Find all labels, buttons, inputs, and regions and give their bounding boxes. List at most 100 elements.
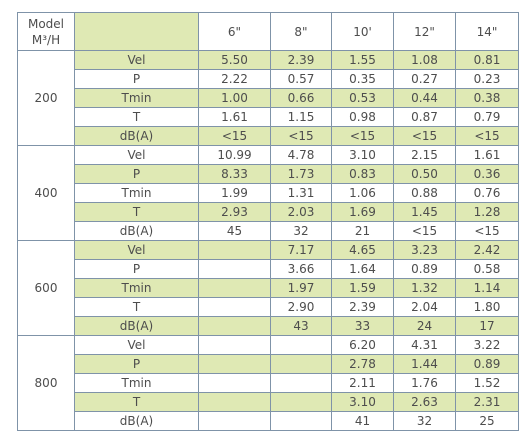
row-label: P bbox=[74, 69, 199, 89]
column-header: 6" bbox=[198, 12, 271, 51]
value-cell: 0.38 bbox=[455, 88, 519, 108]
value-cell: 33 bbox=[331, 316, 394, 336]
value-cell: 0.79 bbox=[455, 107, 519, 127]
data-row: dB(A) <15 <15 <15 <15 <15 bbox=[18, 126, 519, 146]
data-row: T 1.61 1.15 0.98 0.87 0.79 bbox=[18, 107, 519, 127]
data-row: Tmin 1.00 0.66 0.53 0.44 0.38 bbox=[18, 88, 519, 108]
row-label: Vel bbox=[74, 240, 199, 260]
data-row: 200 Vel 5.50 2.39 1.55 1.08 0.81 bbox=[17, 50, 519, 146]
value-cell: 2.42 bbox=[455, 240, 519, 260]
row-label: T bbox=[74, 202, 199, 222]
value-cell: 1.80 bbox=[455, 297, 519, 317]
data-row: T 2.90 2.39 2.04 1.80 bbox=[18, 297, 519, 317]
row-label: dB(A) bbox=[74, 126, 199, 146]
empty-cell bbox=[198, 278, 271, 298]
value-cell: 32 bbox=[393, 411, 456, 431]
value-cell: 1.32 bbox=[393, 278, 456, 298]
row-label: dB(A) bbox=[74, 411, 199, 431]
value-cell: 2.11 bbox=[331, 373, 394, 393]
value-cell: 2.15 bbox=[393, 145, 456, 165]
value-cell: 0.89 bbox=[393, 259, 456, 279]
value-cell: <15 bbox=[393, 221, 456, 241]
data-row: dB(A) 41 32 25 bbox=[18, 411, 519, 431]
value-cell: 0.81 bbox=[455, 50, 519, 70]
value-cell: 0.27 bbox=[393, 69, 456, 89]
row-label: Tmin bbox=[74, 373, 199, 393]
column-header: 12" bbox=[393, 12, 456, 51]
value-cell: 0.57 bbox=[270, 69, 332, 89]
value-cell: 3.66 bbox=[270, 259, 332, 279]
value-cell: 3.23 bbox=[393, 240, 456, 260]
value-cell: 41 bbox=[331, 411, 394, 431]
table-body: Model M³/H 6" 8" 10' 12" 14" 200 Vel 5.50 2.39 1… bbox=[17, 12, 519, 431]
value-cell: <15 bbox=[455, 126, 519, 146]
model-cell: 400 bbox=[17, 145, 75, 241]
data-row: Tmin 1.97 1.59 1.32 1.14 bbox=[18, 278, 519, 298]
empty-cell bbox=[198, 240, 271, 260]
value-cell: 2.39 bbox=[270, 50, 332, 70]
empty-cell bbox=[198, 354, 271, 374]
value-cell: 2.22 bbox=[198, 69, 271, 89]
data-row: T 2.93 2.03 1.69 1.45 1.28 bbox=[18, 202, 519, 222]
empty-cell bbox=[270, 411, 332, 431]
value-cell: 1.14 bbox=[455, 278, 519, 298]
value-cell: 8.33 bbox=[198, 164, 271, 184]
value-cell: 1.59 bbox=[331, 278, 394, 298]
data-row: 400 Vel 10.99 4.78 3.10 2.15 1.61 bbox=[17, 145, 519, 241]
row-label: Vel bbox=[74, 50, 199, 70]
value-cell: 1.28 bbox=[455, 202, 519, 222]
value-cell: 3.22 bbox=[455, 335, 519, 355]
value-cell: 0.58 bbox=[455, 259, 519, 279]
row-label: dB(A) bbox=[74, 316, 199, 336]
label-header bbox=[74, 12, 199, 51]
value-cell: 0.50 bbox=[393, 164, 456, 184]
value-cell: 1.73 bbox=[270, 164, 332, 184]
value-cell: 1.00 bbox=[198, 88, 271, 108]
value-cell: 0.87 bbox=[393, 107, 456, 127]
value-cell: 0.53 bbox=[331, 88, 394, 108]
row-label: Vel bbox=[74, 145, 199, 165]
row-label: Tmin bbox=[74, 183, 199, 203]
data-row: P 3.66 1.64 0.89 0.58 bbox=[18, 259, 519, 279]
row-label: Vel bbox=[74, 335, 199, 355]
value-cell: <15 bbox=[455, 221, 519, 241]
value-cell: 21 bbox=[331, 221, 394, 241]
value-cell: 24 bbox=[393, 316, 456, 336]
column-header: 10' bbox=[331, 12, 394, 51]
row-label: T bbox=[74, 107, 199, 127]
value-cell: 0.83 bbox=[331, 164, 394, 184]
model-header: Model M³/H bbox=[17, 12, 75, 51]
empty-cell bbox=[270, 373, 332, 393]
row-label: Tmin bbox=[74, 278, 199, 298]
value-cell: 1.64 bbox=[331, 259, 394, 279]
value-cell: 0.66 bbox=[270, 88, 332, 108]
value-cell: 1.45 bbox=[393, 202, 456, 222]
row-label: P bbox=[74, 354, 199, 374]
value-cell: 2.03 bbox=[270, 202, 332, 222]
data-row: Tmin 1.99 1.31 1.06 0.88 0.76 bbox=[18, 183, 519, 203]
value-cell: <15 bbox=[198, 126, 271, 146]
model-label: Model bbox=[27, 16, 65, 31]
value-cell: 1.15 bbox=[270, 107, 332, 127]
value-cell: 25 bbox=[455, 411, 519, 431]
value-cell: 2.93 bbox=[198, 202, 271, 222]
value-cell: 2.31 bbox=[455, 392, 519, 412]
data-row: 800 Vel 6.20 4.31 3.22 bbox=[17, 335, 519, 431]
column-header: 14" bbox=[455, 12, 519, 51]
row-label: P bbox=[74, 259, 199, 279]
value-cell: 1.06 bbox=[331, 183, 394, 203]
row-label: P bbox=[74, 164, 199, 184]
data-row: dB(A) 45 32 21 <15 <15 bbox=[18, 221, 519, 241]
value-cell: 10.99 bbox=[198, 145, 271, 165]
value-cell: 6.20 bbox=[331, 335, 394, 355]
value-cell: 1.55 bbox=[331, 50, 394, 70]
value-cell: 17 bbox=[455, 316, 519, 336]
empty-cell bbox=[198, 411, 271, 431]
value-cell: 0.98 bbox=[331, 107, 394, 127]
model-cell: 200 bbox=[17, 50, 75, 146]
value-cell: 3.10 bbox=[331, 145, 394, 165]
data-row: P 8.33 1.73 0.83 0.50 0.36 bbox=[18, 164, 519, 184]
header-row: Model M³/H 6" 8" 10' 12" 14" bbox=[17, 12, 519, 51]
row-label: T bbox=[74, 297, 199, 317]
data-row: P 2.22 0.57 0.35 0.27 0.23 bbox=[18, 69, 519, 89]
